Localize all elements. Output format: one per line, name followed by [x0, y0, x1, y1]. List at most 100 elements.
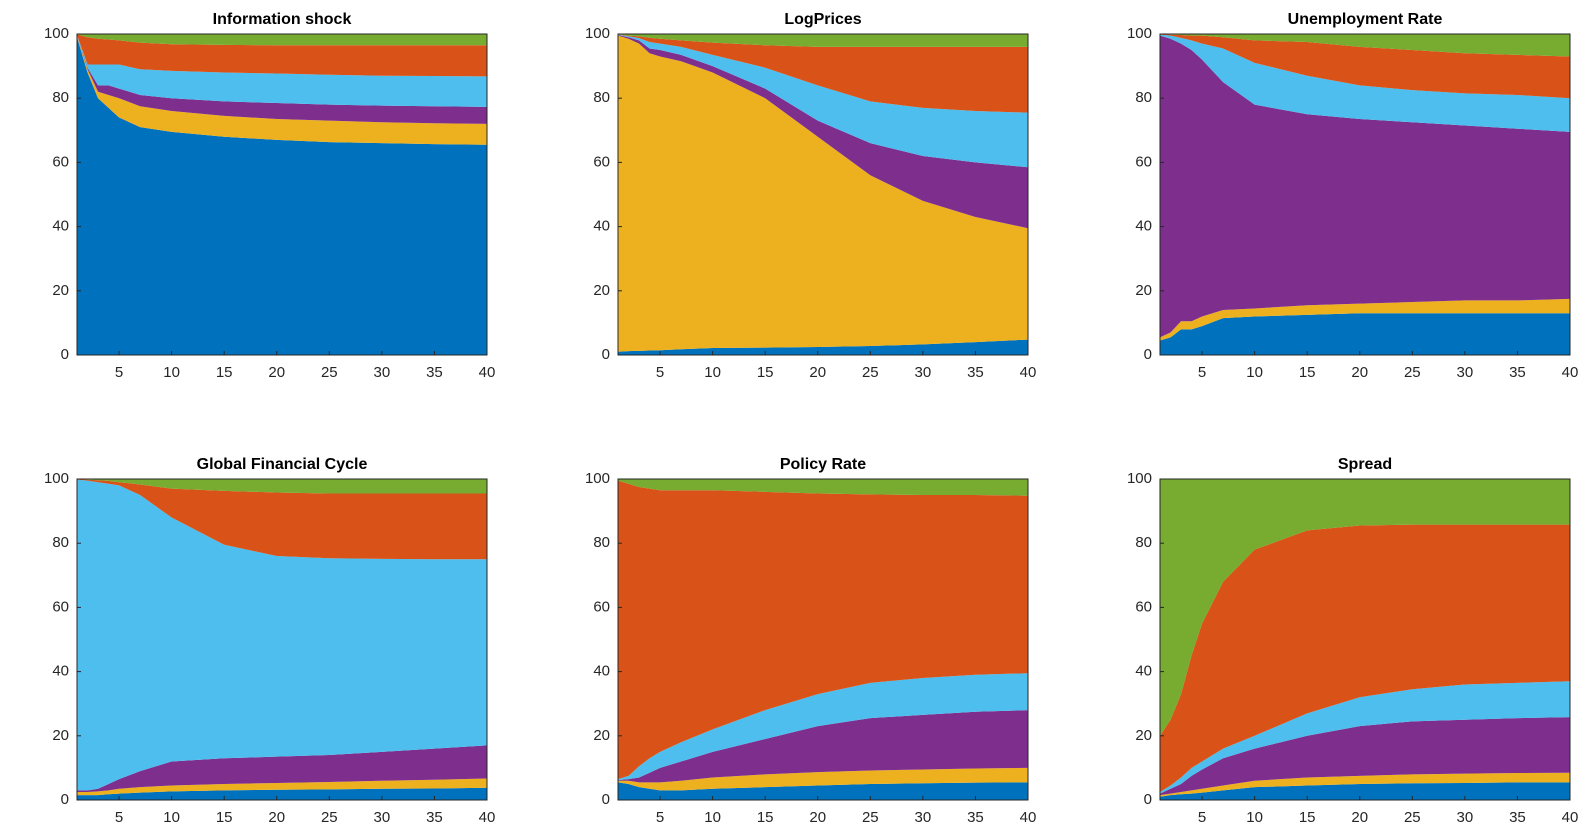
area-series	[618, 480, 1028, 780]
x-tick-label: 40	[1562, 364, 1579, 381]
area-series	[77, 37, 487, 356]
x-tick-label: 10	[704, 364, 721, 381]
y-tick-label: 0	[602, 791, 610, 808]
chart-title: Unemployment Rate	[1288, 11, 1443, 28]
y-tick-label: 80	[593, 534, 610, 551]
area-series	[77, 36, 487, 145]
x-tick-label: 30	[1457, 809, 1474, 826]
x-tick-label: 5	[115, 364, 123, 381]
x-tick-label: 25	[862, 809, 879, 826]
y-tick-label: 80	[1135, 89, 1152, 106]
chart-panel: 0 20 40 60 80 100 5 10 15 20 25 30 35 40 Global Financ…	[44, 456, 495, 826]
x-tick-label: 10	[1246, 364, 1263, 381]
area-series	[618, 34, 1028, 113]
area-series	[77, 34, 487, 77]
y-tick-label: 80	[1135, 534, 1152, 551]
x-tick-label: 35	[967, 364, 984, 381]
area-series	[618, 34, 1028, 168]
x-tick-label: 10	[704, 809, 721, 826]
x-tick-label: 15	[216, 364, 233, 381]
y-tick-label: 60	[1135, 153, 1152, 170]
x-tick-label: 40	[1020, 809, 1037, 826]
y-tick-label: 20	[52, 727, 69, 744]
chart-title: Information shock	[213, 11, 352, 28]
y-tick-label: 100	[44, 25, 69, 42]
x-tick-label: 35	[967, 809, 984, 826]
area-series	[618, 34, 1028, 47]
x-tick-label: 15	[216, 809, 233, 826]
y-tick-label: 0	[602, 346, 610, 363]
x-tick-label: 35	[426, 364, 443, 381]
x-tick-label: 30	[1457, 364, 1474, 381]
x-tick-label: 15	[1299, 809, 1316, 826]
x-tick-label: 35	[426, 809, 443, 826]
x-tick-label: 20	[268, 364, 285, 381]
axes-box	[76, 478, 488, 801]
y-tick-label: 100	[585, 25, 610, 42]
x-tick-label: 40	[479, 809, 496, 826]
area-series	[1160, 681, 1570, 794]
area-series	[77, 479, 487, 494]
x-tick-label: 30	[374, 364, 391, 381]
area-series	[1160, 34, 1570, 57]
area-series	[1160, 772, 1570, 797]
y-tick-label: 60	[1135, 598, 1152, 615]
area-series	[1160, 717, 1570, 796]
x-tick-label: 5	[1198, 809, 1206, 826]
y-tick-label: 60	[593, 153, 610, 170]
y-tick-label: 100	[1127, 470, 1152, 487]
area-series	[1160, 298, 1570, 341]
x-tick-label: 30	[374, 809, 391, 826]
y-tick-label: 40	[1135, 218, 1152, 235]
chart-panel: 0 20 40 60 80 100 5 10 15 20 25 30 35 40 Information s…	[44, 11, 495, 381]
area-series	[77, 745, 487, 792]
y-tick-label: 40	[593, 218, 610, 235]
y-tick-label: 100	[44, 470, 69, 487]
x-tick-label: 5	[1198, 364, 1206, 381]
area-series	[618, 673, 1028, 781]
area-series	[618, 767, 1028, 791]
area-series	[77, 34, 487, 107]
x-tick-label: 20	[809, 809, 826, 826]
y-tick-label: 0	[1144, 346, 1152, 363]
area-series	[77, 35, 487, 124]
area-series	[77, 34, 487, 46]
area-series	[1160, 34, 1570, 99]
area-series	[618, 479, 1028, 496]
y-tick-label: 100	[585, 470, 610, 487]
y-tick-label: 20	[52, 282, 69, 299]
x-tick-label: 25	[321, 364, 338, 381]
x-tick-label: 15	[757, 364, 774, 381]
y-tick-label: 0	[61, 346, 69, 363]
y-tick-label: 40	[52, 663, 69, 680]
area-series	[77, 778, 487, 796]
y-tick-label: 40	[593, 663, 610, 680]
x-tick-label: 30	[915, 809, 932, 826]
x-tick-label: 25	[1404, 364, 1421, 381]
chart-panel: 0 20 40 60 80 100 5 10 15 20 25 30 35 40 Unemployment …	[1127, 11, 1578, 381]
x-tick-label: 25	[1404, 809, 1421, 826]
area-series	[618, 782, 1028, 800]
y-tick-label: 60	[52, 598, 69, 615]
area-series	[77, 479, 487, 560]
chart-title: Spread	[1338, 456, 1392, 473]
x-tick-label: 10	[1246, 809, 1263, 826]
chart-title: Global Financial Cycle	[197, 456, 368, 473]
y-tick-label: 20	[593, 727, 610, 744]
y-tick-label: 80	[52, 534, 69, 551]
y-tick-label: 60	[593, 598, 610, 615]
y-tick-label: 80	[52, 89, 69, 106]
x-tick-label: 40	[1020, 364, 1037, 381]
area-series	[77, 787, 487, 800]
area-series	[618, 339, 1028, 355]
x-tick-label: 35	[1509, 809, 1526, 826]
area-series	[1160, 313, 1570, 355]
chart-panel: 0 20 40 60 80 100 5 10 15 20 25 30 35 40 LogPrices	[585, 11, 1036, 381]
area-series	[1160, 479, 1570, 736]
axes-box	[1159, 33, 1571, 356]
x-tick-label: 10	[163, 809, 180, 826]
x-tick-label: 10	[163, 364, 180, 381]
y-tick-label: 20	[1135, 282, 1152, 299]
x-tick-label: 25	[862, 364, 879, 381]
